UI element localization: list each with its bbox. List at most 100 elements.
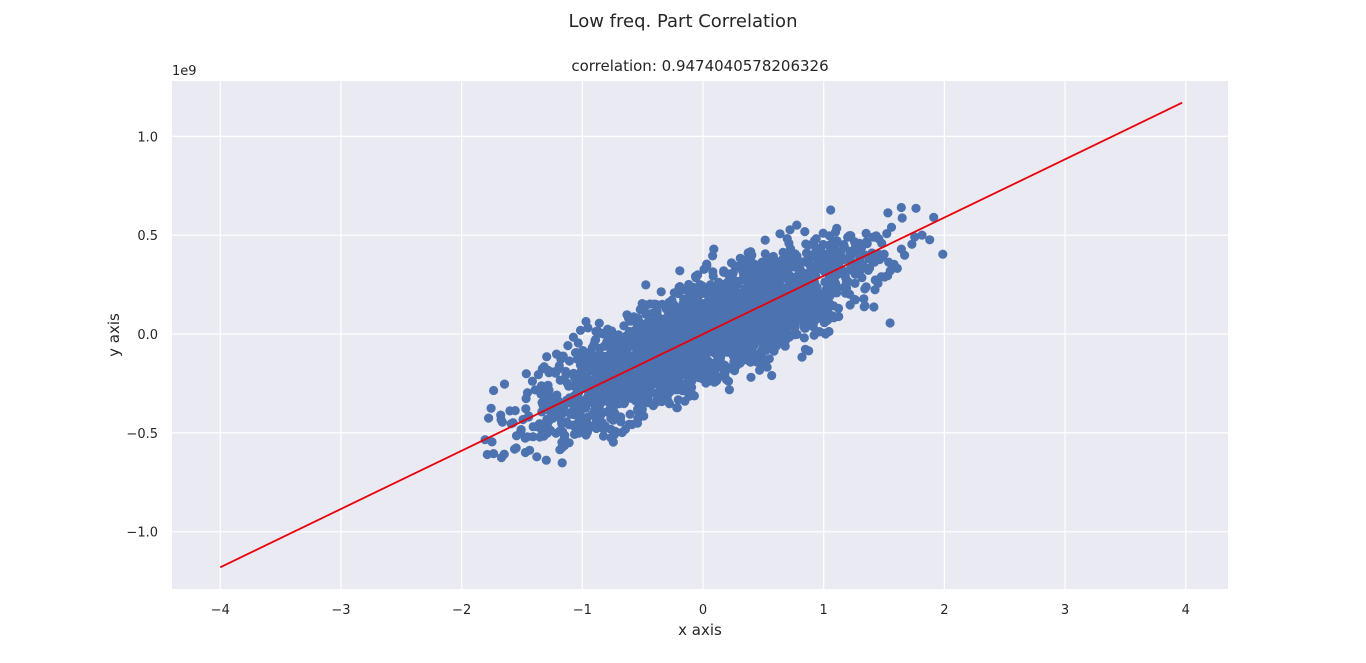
x-tick-label: 4 <box>1182 603 1190 618</box>
scatter-point <box>860 284 870 294</box>
scatter-point <box>938 249 948 259</box>
scatter-point <box>655 385 666 395</box>
scatter-point <box>825 279 835 289</box>
scatter-point <box>669 370 679 380</box>
scatter-point <box>824 257 834 267</box>
scatter-point <box>543 365 553 375</box>
scatter-point <box>695 289 705 299</box>
fit-line-layer <box>219 101 1183 569</box>
scatter-point <box>556 354 566 364</box>
scatter-point <box>703 302 713 312</box>
scatter-point <box>573 338 583 348</box>
scatter-point <box>581 430 591 440</box>
x-tick-labels: −4 −3 −2 −1 0 1 2 3 4 <box>211 603 1190 618</box>
scatter-point <box>784 262 794 272</box>
scatter-point <box>917 230 927 240</box>
scatter-point <box>545 425 556 435</box>
scatter-point <box>673 395 683 405</box>
scatter-point <box>707 343 717 353</box>
scatter-point <box>626 316 636 326</box>
scatter-point <box>728 268 738 278</box>
scatter-point <box>667 300 677 310</box>
chart-suptitle: Low freq. Part Correlation <box>569 11 798 32</box>
scatter-point <box>883 208 893 218</box>
scatter-point <box>746 336 756 346</box>
scatter-point <box>715 362 725 372</box>
x-tick-label: −3 <box>331 603 350 618</box>
scatter-point <box>564 356 575 366</box>
scatter-point <box>889 259 899 269</box>
scatter-point <box>656 287 666 297</box>
scatter-point <box>563 341 573 351</box>
scatter-point <box>623 342 634 352</box>
scatter-point <box>744 291 754 301</box>
scatter-point <box>829 313 839 323</box>
scatter-point <box>785 225 795 235</box>
scatter-point <box>675 266 685 276</box>
scatter-point <box>691 318 702 328</box>
scatter-point <box>693 270 703 280</box>
scatter-point <box>614 399 624 409</box>
scatter-point <box>599 421 609 431</box>
scatter-point <box>516 425 526 435</box>
scatter-point <box>559 441 569 451</box>
scatter-point <box>788 320 798 330</box>
x-tick-label: −4 <box>211 603 230 618</box>
x-axis-label: x axis <box>678 621 722 639</box>
scatter-point <box>775 229 785 239</box>
scatter-point <box>648 401 658 411</box>
scatter-point <box>497 417 507 427</box>
scatter-point <box>767 370 777 381</box>
y-axis-label: y axis <box>105 313 123 357</box>
scatter-point <box>587 343 597 353</box>
scatter-point <box>544 385 554 395</box>
scatter-point <box>564 420 574 430</box>
scatter-point <box>561 366 571 377</box>
scatter-point <box>724 385 735 395</box>
scatter-point <box>735 328 746 338</box>
scatter-point <box>772 275 783 285</box>
scatter-point <box>789 272 799 282</box>
scatter-point <box>854 249 864 259</box>
scatter-point <box>770 256 780 266</box>
scatter-point <box>613 332 624 342</box>
scatter-point <box>723 376 734 386</box>
scatter-point <box>672 403 682 413</box>
scatter-point <box>882 229 892 239</box>
scatter-point <box>663 396 673 407</box>
scatter-point <box>799 287 809 297</box>
scatter-point <box>822 305 832 315</box>
scatter-point <box>803 240 814 250</box>
scatter-point <box>736 293 746 303</box>
scatter-point <box>670 316 681 326</box>
scatter-point <box>684 285 694 296</box>
scatter-point <box>657 318 667 328</box>
scatter-point <box>806 308 816 318</box>
scatter-point <box>482 449 492 460</box>
scatter-point <box>675 364 685 374</box>
scatter-point <box>579 422 590 432</box>
x-tick-label: −2 <box>452 603 471 618</box>
scatter-point <box>578 403 589 413</box>
scatter-point <box>782 234 792 244</box>
scatter-point <box>855 261 865 272</box>
y-tick-label: −1.0 <box>126 526 158 541</box>
scatter-point <box>801 248 812 258</box>
scatter-point <box>716 334 726 344</box>
scatter-point <box>800 344 811 354</box>
scatter-point <box>525 445 535 455</box>
scatter-point <box>907 239 917 249</box>
scatter-point <box>574 410 585 420</box>
y-tick-labels: −1.0 −0.5 0.0 0.5 1.0 <box>126 130 158 540</box>
scatter-point <box>708 317 718 327</box>
scatter-point <box>859 302 869 312</box>
scatter-point <box>910 232 920 242</box>
scatter-point <box>759 270 769 280</box>
x-tick-label: 0 <box>699 603 707 618</box>
y-tick-label: 0.5 <box>137 229 158 244</box>
scatter-point <box>896 202 906 213</box>
scatter-point <box>695 352 706 362</box>
scatter-point <box>705 364 715 375</box>
scatter-point <box>757 353 767 363</box>
